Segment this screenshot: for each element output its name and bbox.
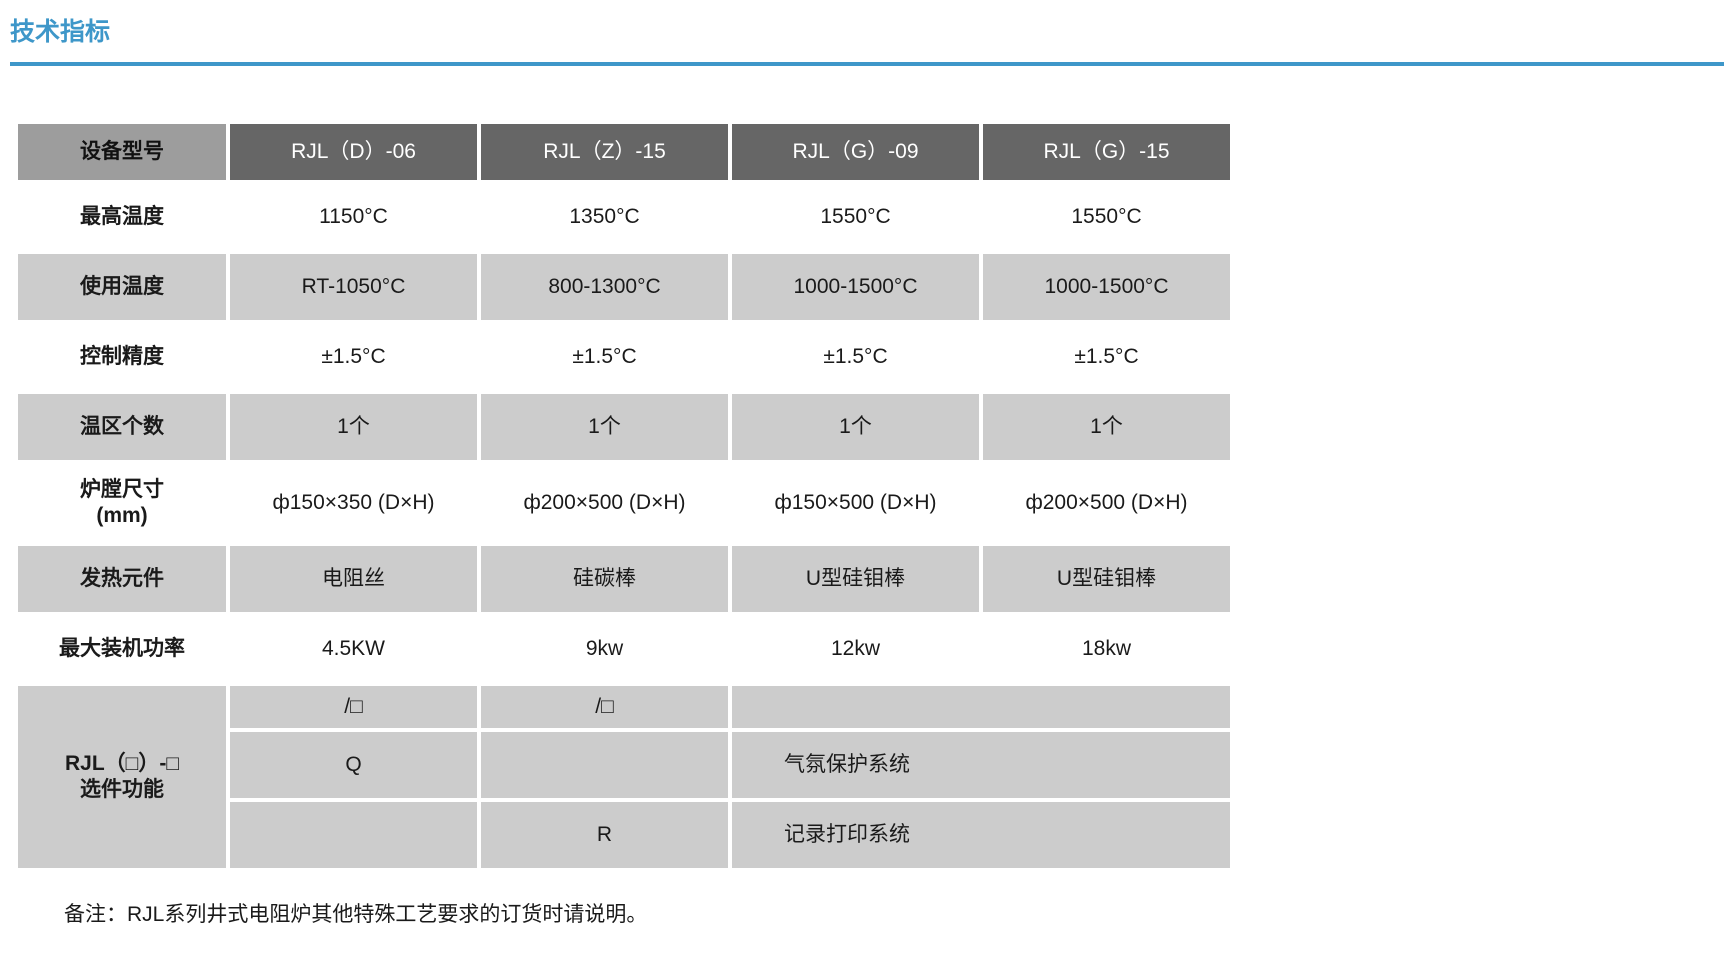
table-cell: 12kw: [830, 636, 881, 660]
header-model-rjl-g-09: RJL（G）-09: [732, 124, 979, 180]
table-cell: ±1.5°C: [1074, 344, 1139, 368]
table-cell: ф200×500 (D×H): [523, 490, 686, 514]
table-cell: 1550°C: [820, 204, 891, 228]
table-cell: RT-1050°C: [230, 254, 477, 320]
row-label-optional-functions-line1: RJL（□）-□: [64, 751, 180, 775]
table-cell: 电阻丝: [230, 546, 477, 612]
table-cell: 800-1300°C: [481, 254, 728, 320]
row-label-max-installed-power: 最大装机功率: [59, 636, 185, 660]
table-cell: ф150×350 (D×H): [272, 490, 435, 514]
row-label-chamber-size: 炉膛尺寸 (mm): [18, 464, 226, 542]
row-label-control-accuracy: 控制精度: [80, 344, 164, 368]
option-merged-cell-record-printing: 记录打印系统: [732, 802, 1230, 868]
option-cell: [481, 732, 728, 798]
table-cell: 1350°C: [569, 204, 640, 228]
option-cell: /□: [481, 686, 728, 728]
header-model-rjl-z-15: RJL（Z）-15: [481, 124, 728, 180]
table-cell: 1个: [983, 394, 1230, 460]
option-cell: /□: [230, 686, 477, 728]
row-label-optional-functions-line2: 选件功能: [80, 778, 164, 801]
row-label-heating-element: 发热元件: [18, 546, 226, 612]
table-cell: ф200×500 (D×H): [1025, 490, 1188, 514]
option-cell: [230, 802, 477, 868]
table-cell: 4.5KW: [321, 636, 386, 660]
row-label-chamber-size-line1: 炉膛尺寸: [80, 477, 164, 501]
row-label-optional-functions: RJL（□）-□ 选件功能: [18, 686, 226, 868]
table-cell: 1个: [481, 394, 728, 460]
option-cell: Q: [230, 732, 477, 798]
option-merged-cell: [732, 686, 1230, 728]
table-cell: 1150°C: [319, 204, 388, 228]
row-label-working-temperature: 使用温度: [18, 254, 226, 320]
table-cell: 1个: [230, 394, 477, 460]
table-cell: ±1.5°C: [321, 344, 386, 368]
table-cell: 硅碳棒: [481, 546, 728, 612]
table-cell: ±1.5°C: [572, 344, 637, 368]
table-cell: ф150×500 (D×H): [774, 490, 937, 514]
table-cell: U型硅钼棒: [983, 546, 1230, 612]
table-cell: ±1.5°C: [823, 344, 888, 368]
row-label-temp-zone-count: 温区个数: [18, 394, 226, 460]
table-cell: 1000-1500°C: [732, 254, 979, 320]
footnote: 备注：RJL系列井式电阻炉其他特殊工艺要求的订货时请说明。: [64, 903, 648, 926]
table-cell: 1000-1500°C: [983, 254, 1230, 320]
page-title: 技术指标: [10, 18, 111, 46]
spec-table: 设备型号 RJL（D）-06 RJL（Z）-15 RJL（G）-09 RJL（G…: [18, 124, 1230, 868]
table-cell: 1个: [732, 394, 979, 460]
header-model-rjl-d-06: RJL（D）-06: [230, 124, 477, 180]
option-merged-cell-atmosphere-protection: 气氛保护系统: [732, 732, 1230, 798]
table-cell: U型硅钼棒: [732, 546, 979, 612]
row-label-chamber-size-line2: (mm): [96, 504, 148, 527]
table-cell: 9kw: [585, 636, 624, 660]
header-device-model-label: 设备型号: [18, 124, 226, 180]
table-cell: 18kw: [1081, 636, 1132, 660]
header-model-rjl-g-15: RJL（G）-15: [983, 124, 1230, 180]
title-underline-rule: [10, 62, 1724, 66]
row-label-max-temperature: 最高温度: [80, 204, 164, 228]
option-cell: R: [481, 802, 728, 868]
table-cell: 1550°C: [1071, 204, 1142, 228]
